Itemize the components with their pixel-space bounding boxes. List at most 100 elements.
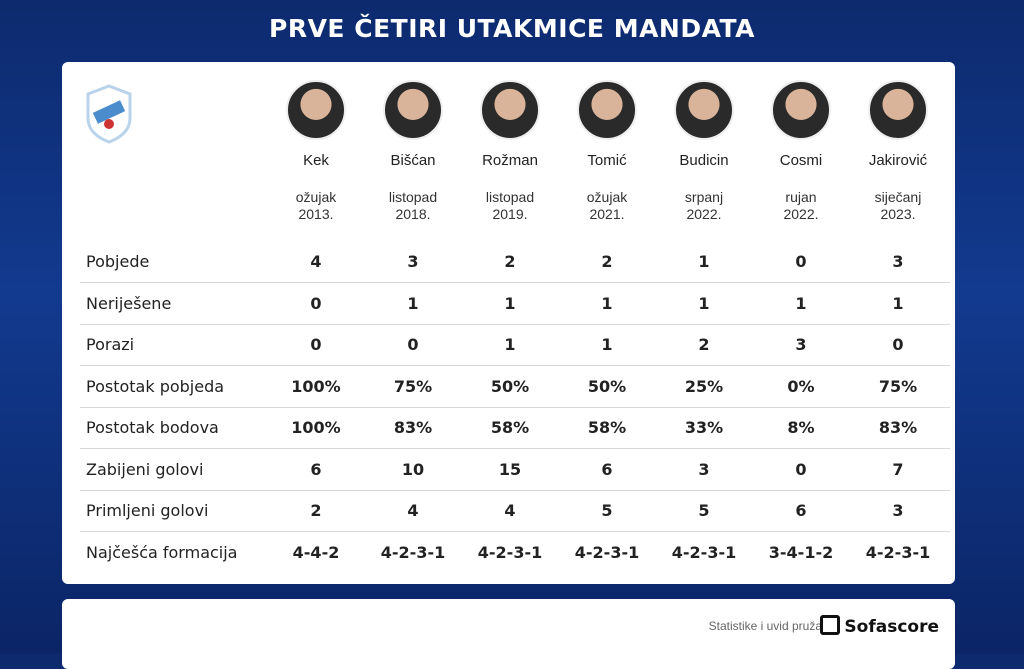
row-label: Primljeni golovi xyxy=(86,501,209,520)
coach-month: listopad xyxy=(388,189,438,205)
stat-value: 0 xyxy=(310,293,322,313)
stat-value: 1 xyxy=(601,335,613,354)
stat-value: 58% xyxy=(490,418,530,437)
row-label: Postotak pobjeda xyxy=(86,376,225,396)
coach-photo xyxy=(868,80,928,140)
stat-value: 1 xyxy=(407,293,419,313)
coach-name: Jakirović xyxy=(868,152,928,169)
stat-value: 1 xyxy=(892,293,904,313)
stat-value: 4-4-2 xyxy=(292,542,340,562)
coach-photo xyxy=(286,80,346,140)
stat-value: 15 xyxy=(498,459,522,479)
coach-name: Bišćan xyxy=(390,152,436,169)
coach-month: rujan xyxy=(785,189,817,205)
stat-value: 4 xyxy=(504,501,516,520)
stat-value: 1 xyxy=(698,293,710,313)
stat-value: 2 xyxy=(310,501,322,520)
stat-value: 8% xyxy=(787,418,815,437)
title: PRVE ČETIRI UTAKMICE MANDATA xyxy=(269,14,755,43)
brand-name: Sofascore xyxy=(844,617,939,637)
coach-photo xyxy=(577,80,637,140)
stat-value: 4-2-3-1 xyxy=(865,542,931,562)
stat-value: 2 xyxy=(504,252,516,271)
row-divider xyxy=(80,531,950,532)
stat-value: 4-2-3-1 xyxy=(380,542,446,562)
row-label: Pobjede xyxy=(86,252,150,271)
coach-name: Rožman xyxy=(482,152,538,169)
row-divider xyxy=(80,323,950,325)
stat-value: 1 xyxy=(504,293,516,313)
coach-name: Kek xyxy=(303,152,329,169)
row-divider xyxy=(80,489,950,491)
coach-name: Cosmi xyxy=(779,152,823,169)
stat-value: 0 xyxy=(407,335,419,354)
stat-value: 2 xyxy=(698,335,710,354)
row-divider xyxy=(80,448,950,449)
stat-value: 1 xyxy=(795,293,807,313)
stat-value: 0% xyxy=(787,376,815,396)
stat-value: 0 xyxy=(795,459,807,479)
stat-value: 4-2-3-1 xyxy=(671,542,737,562)
stat-value: 2 xyxy=(601,252,613,271)
stat-value: 75% xyxy=(878,376,918,396)
coach-photo xyxy=(771,80,831,140)
stat-value: 4 xyxy=(407,501,419,520)
coach-name: Budicin xyxy=(679,152,729,169)
stat-value: 1 xyxy=(698,252,710,271)
stat-value: 6 xyxy=(795,501,807,520)
coach-photo xyxy=(383,80,443,140)
stat-value: 4-2-3-1 xyxy=(574,542,640,562)
coach-year: 2013. xyxy=(298,206,334,222)
stat-value: 0 xyxy=(795,252,807,271)
row-label: Zabijeni golovi xyxy=(86,459,204,479)
stat-value: 5 xyxy=(601,501,613,520)
coach-month: ožujak xyxy=(295,189,337,205)
stat-value: 0 xyxy=(310,335,322,354)
coach-year: 2023. xyxy=(880,206,916,222)
stat-value: 58% xyxy=(587,418,627,437)
row-divider xyxy=(80,406,950,408)
coach-month: siječanj xyxy=(874,189,922,205)
stat-value: 10 xyxy=(401,459,425,479)
row-label: Postotak bodova xyxy=(86,418,219,437)
stat-value: 5 xyxy=(698,501,710,520)
stat-value: 83% xyxy=(878,418,918,437)
coach-year: 2021. xyxy=(589,206,625,222)
stat-value: 25% xyxy=(684,376,724,396)
stat-value: 1 xyxy=(601,293,613,313)
credit: Statistike i uvid pruža xyxy=(708,619,822,633)
row-label: Porazi xyxy=(86,335,135,354)
stat-value: 4 xyxy=(310,252,322,271)
stat-value: 6 xyxy=(310,459,322,479)
coach-month: srpanj xyxy=(684,189,724,205)
stat-value: 100% xyxy=(291,418,341,437)
stat-value: 7 xyxy=(892,459,904,479)
page: PRVE ČETIRI UTAKMICE MANDATA Kek ožujak 20… xyxy=(0,0,1024,654)
stat-value: 50% xyxy=(587,376,627,396)
stat-value: 33% xyxy=(684,418,724,437)
coach-photo xyxy=(674,80,734,140)
stat-value: 83% xyxy=(393,418,433,437)
stat-value: 100% xyxy=(291,376,341,396)
footer-card: Statistike i uvid pruža Sofascore xyxy=(62,599,955,669)
coach-month: listopad xyxy=(485,189,535,205)
row-divider xyxy=(80,365,950,366)
brand: Sofascore xyxy=(820,615,939,637)
stats-card: Kek ožujak 2013. Bišćan listopad 2018. Rožman l… xyxy=(62,62,955,584)
coach-year: 2022. xyxy=(783,206,819,222)
stat-value: 3 xyxy=(698,459,710,479)
stat-value: 50% xyxy=(490,376,530,396)
stat-value: 6 xyxy=(601,459,613,479)
coach-year: 2022. xyxy=(686,206,722,222)
stat-value: 3 xyxy=(795,335,807,354)
coach-photo xyxy=(480,80,540,140)
row-label: Neriješene xyxy=(86,293,172,313)
coach-name: Tomić xyxy=(587,152,627,169)
stat-value: 1 xyxy=(504,335,516,354)
club-logo xyxy=(86,84,132,144)
coach-year: 2019. xyxy=(492,206,528,222)
coach-month: ožujak xyxy=(586,189,628,205)
stat-value: 4-2-3-1 xyxy=(477,542,543,562)
stat-value: 3 xyxy=(892,252,904,271)
stat-value: 0 xyxy=(892,335,904,354)
